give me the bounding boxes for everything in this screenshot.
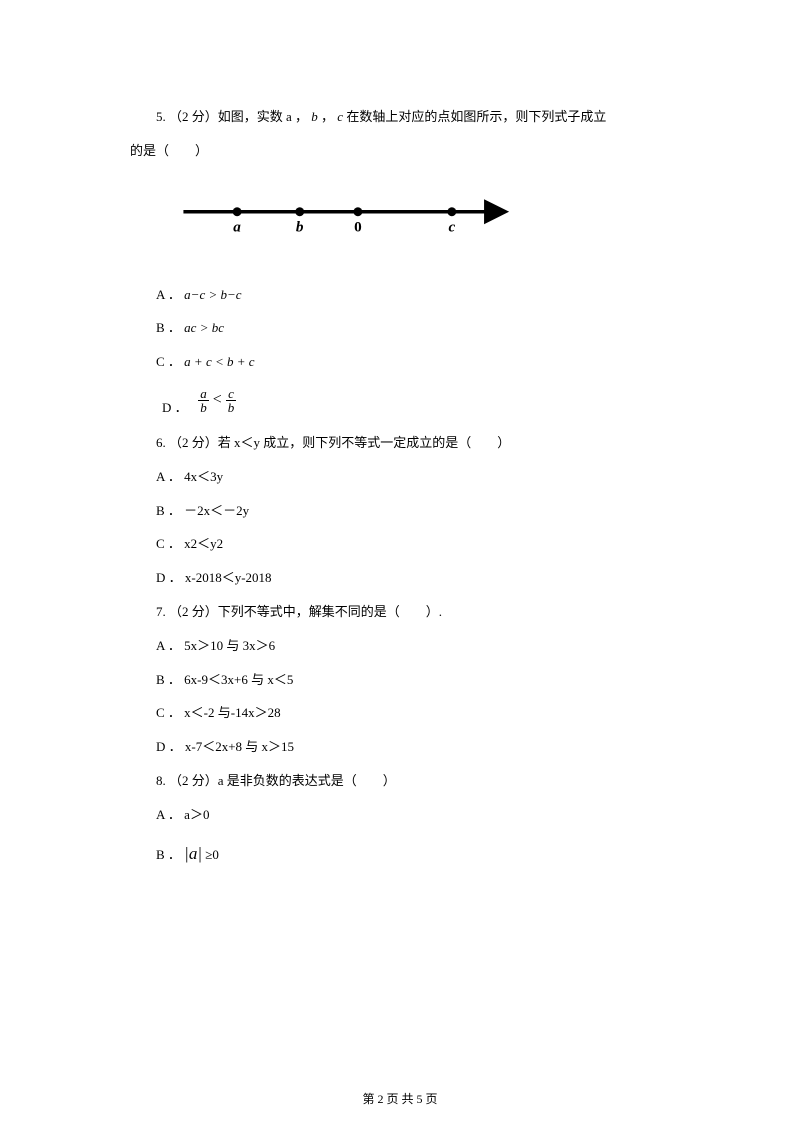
q5-optC-math: a + c < b + c	[184, 354, 254, 369]
q8-stem: 8. （2 分）a 是非负数的表达式是（ ）	[130, 764, 670, 798]
label-zero: 0	[354, 218, 362, 235]
q8-option-a: A ． a＞0	[130, 798, 670, 832]
q5-optD-label: D ．	[162, 401, 188, 414]
q7-stem: 7. （2 分）下列不等式中，解集不同的是（ ）.	[130, 595, 670, 629]
q6-stem: 6. （2 分）若 x＜y 成立，则下列不等式一定成立的是（ ）	[130, 426, 670, 460]
number-line-diagram: a b 0 c	[170, 193, 510, 243]
frac-den-b2: b	[226, 401, 237, 414]
q5-option-b: B ． ac > bc	[130, 311, 670, 345]
q5-optA-label: A ．	[156, 287, 181, 302]
point-a	[233, 207, 242, 216]
q8-optB-label: B ．	[156, 847, 181, 862]
frac-c-over-b: c b	[226, 387, 237, 414]
q6-option-b: B ． －2x＜－2y	[130, 494, 670, 528]
q8-optB-abs: |a|	[184, 844, 202, 863]
frac-den-b1: b	[198, 401, 209, 414]
frac-num-a: a	[198, 387, 209, 401]
label-c: c	[448, 218, 455, 235]
q5-optC-label: C ．	[156, 354, 181, 369]
q5-stem-line2: 的是（ ）	[130, 134, 670, 168]
q6-option-c: C ． x2＜y2	[130, 527, 670, 561]
q5-optA-math: a−c > b−c	[184, 287, 241, 302]
q5-stem-part2: ，	[318, 109, 338, 124]
q5-option-c: C ． a + c < b + c	[130, 345, 670, 379]
q5-stem-part1: 5. （2 分）如图，实数 a ，	[156, 109, 311, 124]
q5-option-d: D ． a b < c b	[130, 387, 670, 414]
frac-a-over-b: a b	[198, 387, 209, 414]
q5-optB-math: ac > bc	[184, 320, 224, 335]
q5-optD-math: a b < c b	[198, 387, 236, 414]
q8-option-b: B ． |a| ≥0	[130, 832, 670, 876]
label-b: b	[296, 218, 304, 235]
q6-option-a: A ． 4x＜3y	[130, 460, 670, 494]
point-zero	[353, 207, 362, 216]
frac-num-c: c	[226, 387, 237, 401]
lt-sign: <	[213, 392, 222, 408]
q7-option-c: C ． x＜-2 与-14x＞28	[130, 696, 670, 730]
point-c	[447, 207, 456, 216]
q7-option-d: D ． x-7＜2x+8 与 x＞15	[130, 730, 670, 764]
q5-stem-part3: 在数轴上对应的点如图所示，则下列式子成立	[343, 109, 606, 124]
q8-optB-tail: ≥0	[205, 847, 219, 862]
q6-option-d: D ． x-2018＜y-2018	[130, 561, 670, 595]
point-b	[295, 207, 304, 216]
q7-option-a: A ． 5x＞10 与 3x＞6	[130, 629, 670, 663]
q5-optB-label: B ．	[156, 320, 181, 335]
q5-option-a: A ． a−c > b−c	[130, 278, 670, 312]
q7-option-b: B ． 6x-9＜3x+6 与 x＜5	[130, 663, 670, 697]
page-footer: 第 2 页 共 5 页	[0, 1090, 800, 1107]
label-a: a	[233, 218, 241, 235]
q5-stem-line1: 5. （2 分）如图，实数 a ， b ， c 在数轴上对应的点如图所示，则下列…	[130, 100, 670, 134]
